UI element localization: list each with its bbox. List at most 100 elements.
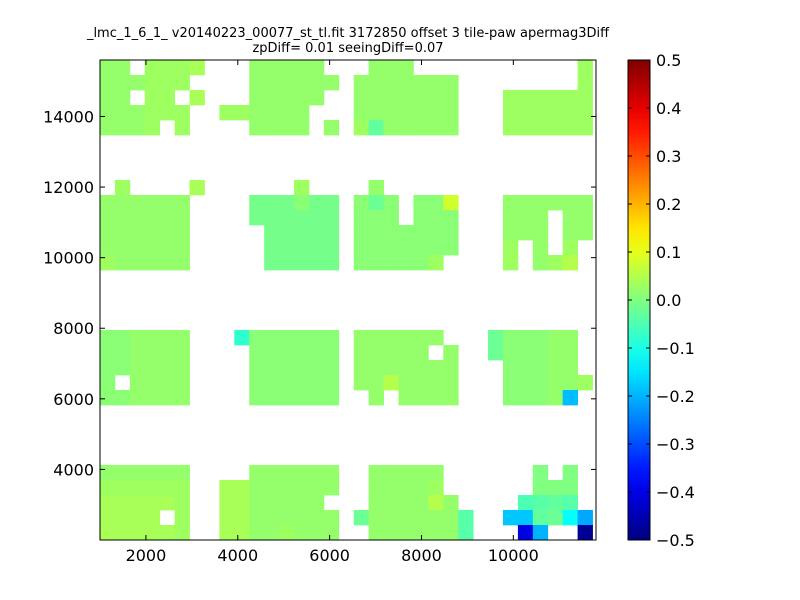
heatmap-cell — [308, 224, 325, 241]
heatmap-cell — [428, 254, 444, 271]
heatmap-cell — [279, 524, 295, 541]
heatmap-cell — [323, 194, 340, 211]
heatmap-cell — [368, 494, 384, 511]
heatmap-cell — [368, 104, 384, 121]
heatmap-cell — [294, 104, 310, 121]
heatmap-cell — [174, 119, 190, 136]
heatmap-cell — [174, 374, 190, 391]
heatmap-cell — [189, 89, 205, 106]
heatmap-cell — [264, 464, 280, 481]
heatmap-cell — [368, 254, 384, 271]
heatmap-cell — [308, 254, 325, 271]
heatmap-cell — [308, 329, 325, 346]
heatmap-cell — [264, 344, 280, 361]
heatmap-cell — [249, 359, 265, 376]
heatmap-cell — [562, 239, 579, 256]
heatmap-cell — [547, 89, 564, 106]
heatmap-cell — [517, 494, 534, 511]
heatmap-cell — [159, 524, 176, 541]
heatmap-cell — [129, 524, 146, 541]
heatmap-cell — [443, 524, 459, 541]
heatmap-cell — [174, 194, 190, 211]
heatmap-cell — [443, 344, 459, 361]
heatmap-cell — [114, 194, 131, 211]
heatmap-cell — [174, 254, 190, 271]
heatmap-cell — [383, 509, 399, 526]
colorbar-tick-label: −0.4 — [656, 483, 695, 502]
heatmap-cell — [428, 374, 444, 391]
heatmap-cell — [413, 224, 429, 241]
heatmap-cell — [413, 479, 429, 496]
heatmap-cell — [323, 344, 340, 361]
heatmap-cell — [368, 239, 384, 256]
heatmap-cell — [129, 464, 146, 481]
heatmap-cell — [323, 389, 340, 406]
heatmap-cell — [532, 479, 549, 496]
heatmap-cell — [114, 524, 131, 541]
heatmap-cell — [99, 239, 116, 256]
heatmap-cell — [99, 254, 116, 271]
heatmap-cell — [144, 224, 161, 241]
heatmap-cell — [398, 329, 414, 346]
heatmap-cell — [129, 209, 146, 226]
heatmap-cell — [249, 209, 265, 226]
heatmap-cell — [532, 329, 549, 346]
heatmap-cell — [159, 104, 176, 121]
heatmap-cell — [144, 344, 161, 361]
heatmap-cell — [323, 209, 340, 226]
heatmap-cell — [383, 209, 399, 226]
plot-frame — [99, 59, 597, 541]
heatmap-cell — [174, 74, 190, 91]
heatmap-cell — [398, 374, 414, 391]
heatmap-cell — [368, 74, 384, 91]
heatmap-cell — [353, 359, 370, 376]
heatmap-cell — [264, 329, 280, 346]
heatmap-cell — [323, 359, 340, 376]
heatmap-cell — [383, 74, 399, 91]
heatmap-cell — [368, 119, 384, 136]
heatmap-cell — [99, 59, 116, 76]
heatmap-cell — [129, 389, 146, 406]
heatmap-cell — [99, 479, 116, 496]
heatmap-cell — [398, 494, 414, 511]
heatmap-cell — [443, 224, 459, 241]
heatmap-cell — [264, 494, 280, 511]
heatmap-cell — [547, 329, 564, 346]
heatmap-cell — [398, 464, 414, 481]
colorbar-tick-label: −0.2 — [656, 387, 695, 406]
heatmap-cell — [398, 359, 414, 376]
heatmap-cell — [264, 89, 280, 106]
heatmap-cell — [129, 374, 146, 391]
colorbar-tick-label: 0.2 — [656, 195, 681, 214]
heatmap-cell — [398, 239, 414, 256]
heatmap-cell — [413, 119, 429, 136]
heatmap-cell — [114, 464, 131, 481]
heatmap-cell — [368, 359, 384, 376]
heatmap-cell — [413, 374, 429, 391]
heatmap-cell — [114, 209, 131, 226]
heatmap-cell — [443, 239, 459, 256]
heatmap-cell — [219, 524, 235, 541]
heatmap-cell — [144, 239, 161, 256]
heatmap-cell — [219, 509, 235, 526]
heatmap-cell — [383, 479, 399, 496]
heatmap-cell — [547, 359, 564, 376]
heatmap-cell — [174, 239, 190, 256]
heatmap-cell — [264, 374, 280, 391]
heatmap-cell — [383, 119, 399, 136]
heatmap-cell — [353, 194, 370, 211]
heatmap-cell — [413, 329, 429, 346]
heatmap-cell — [264, 104, 280, 121]
heatmap-cell — [502, 119, 519, 136]
heatmap-cell — [279, 74, 295, 91]
heatmap-cell — [353, 89, 370, 106]
heatmap-cell — [413, 464, 429, 481]
plot-background — [100, 60, 596, 540]
heatmap-cell — [562, 254, 579, 271]
heatmap-cell — [562, 494, 579, 511]
heatmap-cell — [517, 524, 534, 541]
heatmap-cell — [443, 74, 459, 91]
heatmap-cell — [264, 524, 280, 541]
heatmap-cell — [294, 194, 310, 211]
